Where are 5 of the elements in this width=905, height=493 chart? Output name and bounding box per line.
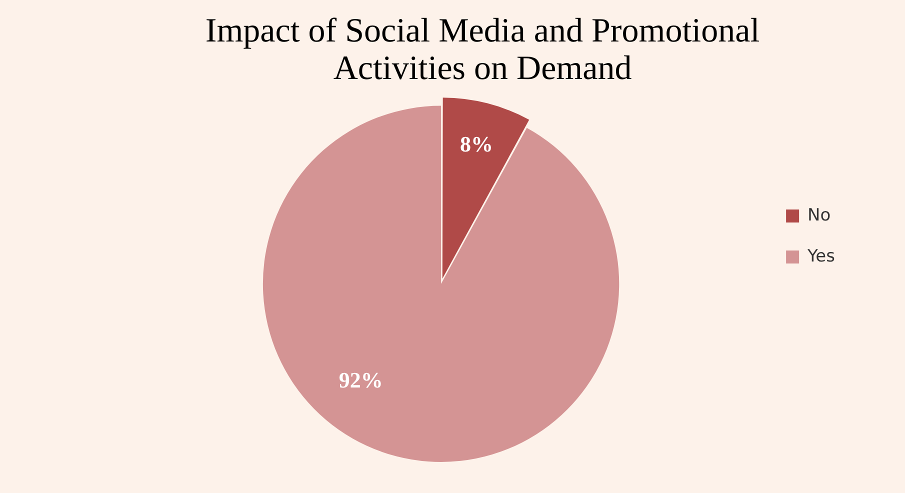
chart-title: Impact of Social Media and Promotional Activities on Demand [205,12,760,88]
data-label: 8% [460,132,493,157]
data-label: 92% [338,368,383,393]
legend-label: Yes [806,246,836,266]
legend-label: No [808,205,831,226]
